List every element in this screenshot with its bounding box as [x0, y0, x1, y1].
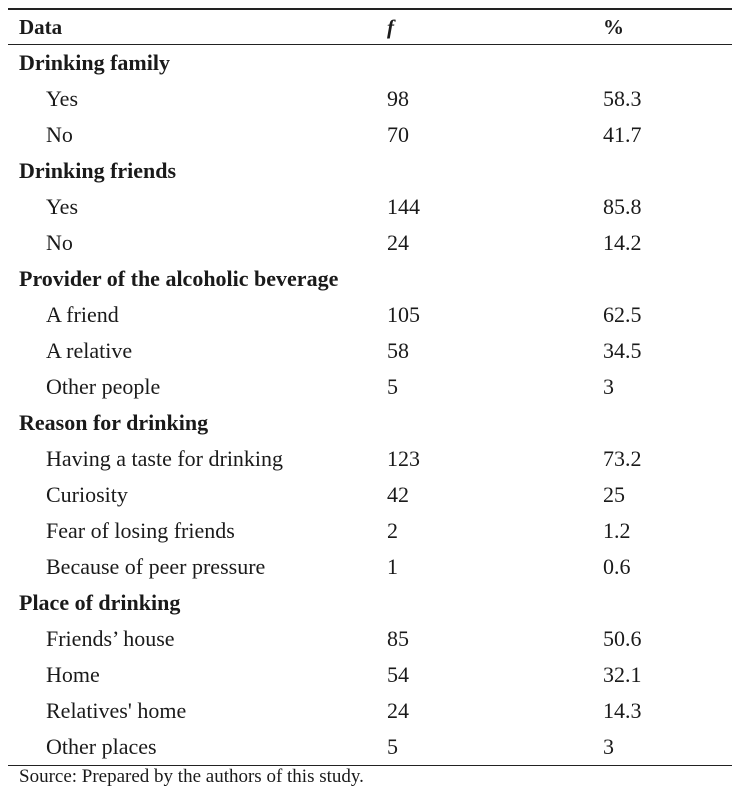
table-row: Friends’ house 85 50.6 [8, 621, 732, 657]
row-frequency: 2 [387, 518, 398, 543]
row-percent: 1.2 [603, 518, 631, 543]
row-frequency: 24 [387, 230, 409, 255]
section-row: Reason for drinking [8, 405, 732, 441]
row-percent: 50.6 [603, 626, 642, 651]
section-title: Reason for drinking [19, 410, 209, 435]
row-label: Home [46, 662, 100, 687]
section-row: Place of drinking [8, 585, 732, 621]
section-row: Drinking family [8, 45, 732, 81]
row-label: Yes [46, 86, 79, 111]
table-row: No 70 41.7 [8, 117, 732, 153]
source-note: Source: Prepared by the authors of this … [19, 766, 364, 787]
table-row: Other places 5 3 [8, 729, 732, 765]
table-header: Data f % [8, 10, 732, 45]
section-title: Drinking friends [19, 158, 177, 183]
table-row: Other people 5 3 [8, 369, 732, 405]
row-frequency: 98 [387, 86, 409, 111]
row-frequency: 123 [387, 446, 420, 471]
data-table: Data f % Drinking family Yes 98 58.3 No 70 41.… [8, 10, 732, 765]
row-percent: 25 [603, 482, 625, 507]
row-percent: 0.6 [603, 554, 631, 579]
row-label: Friends’ house [46, 626, 175, 651]
table-row: Fear of losing friends 2 1.2 [8, 513, 732, 549]
row-label: Other places [46, 734, 157, 759]
row-label: A relative [46, 338, 133, 363]
data-table-container: Data f % Drinking family Yes 98 58.3 No 70 41.… [8, 8, 732, 766]
row-percent: 34.5 [603, 338, 642, 363]
row-percent: 62.5 [603, 302, 642, 327]
row-frequency: 24 [387, 698, 409, 723]
row-percent: 3 [603, 374, 614, 399]
row-frequency: 5 [387, 374, 398, 399]
row-frequency: 42 [387, 482, 409, 507]
row-frequency: 70 [387, 122, 409, 147]
row-label: No [46, 230, 73, 255]
table-row: Because of peer pressure 1 0.6 [8, 549, 732, 585]
table-row: Yes 98 58.3 [8, 81, 732, 117]
row-label: Curiosity [46, 482, 128, 507]
header-rule-cell [8, 44, 732, 45]
row-frequency: 5 [387, 734, 398, 759]
row-percent: 58.3 [603, 86, 642, 111]
row-frequency: 85 [387, 626, 409, 651]
row-label: No [46, 122, 73, 147]
table-row: Curiosity 42 25 [8, 477, 732, 513]
row-frequency: 1 [387, 554, 398, 579]
row-label: Having a taste for drinking [46, 446, 284, 471]
row-percent: 14.2 [603, 230, 642, 255]
header-row: Data f % [8, 10, 732, 44]
table-bottom-rule [8, 765, 732, 766]
row-label: Relatives' home [46, 698, 187, 723]
table-row: Yes 144 85.8 [8, 189, 732, 225]
row-frequency: 54 [387, 662, 409, 687]
section-title: Place of drinking [19, 590, 181, 615]
table-row: A friend 105 62.5 [8, 297, 732, 333]
row-label: A friend [46, 302, 119, 327]
table-top-rule [8, 8, 732, 10]
table-row: Relatives' home 24 14.3 [8, 693, 732, 729]
header-frequency: f [387, 14, 394, 39]
row-percent: 14.3 [603, 698, 642, 723]
row-label: Because of peer pressure [46, 554, 266, 579]
row-frequency: 144 [387, 194, 420, 219]
header-data: Data [19, 14, 63, 39]
row-frequency: 58 [387, 338, 409, 363]
row-percent: 41.7 [603, 122, 642, 147]
row-percent: 85.8 [603, 194, 642, 219]
section-row: Provider of the alcoholic beverage [8, 261, 732, 297]
section-row: Drinking friends [8, 153, 732, 189]
row-percent: 32.1 [603, 662, 642, 687]
header-rule [8, 44, 732, 45]
row-percent: 73.2 [603, 446, 642, 471]
row-label: Other people [46, 374, 161, 399]
section-title: Drinking family [19, 50, 170, 75]
table-row: No 24 14.2 [8, 225, 732, 261]
table-row: Having a taste for drinking 123 73.2 [8, 441, 732, 477]
row-percent: 3 [603, 734, 614, 759]
row-label: Yes [46, 194, 79, 219]
table-row: Home 54 32.1 [8, 657, 732, 693]
row-label: Fear of losing friends [46, 518, 235, 543]
header-percent: % [603, 14, 624, 39]
table-body: Drinking family Yes 98 58.3 No 70 41.7 Drinking… [8, 45, 732, 765]
table-row: A relative 58 34.5 [8, 333, 732, 369]
row-frequency: 105 [387, 302, 420, 327]
section-title: Provider of the alcoholic beverage [19, 266, 339, 291]
